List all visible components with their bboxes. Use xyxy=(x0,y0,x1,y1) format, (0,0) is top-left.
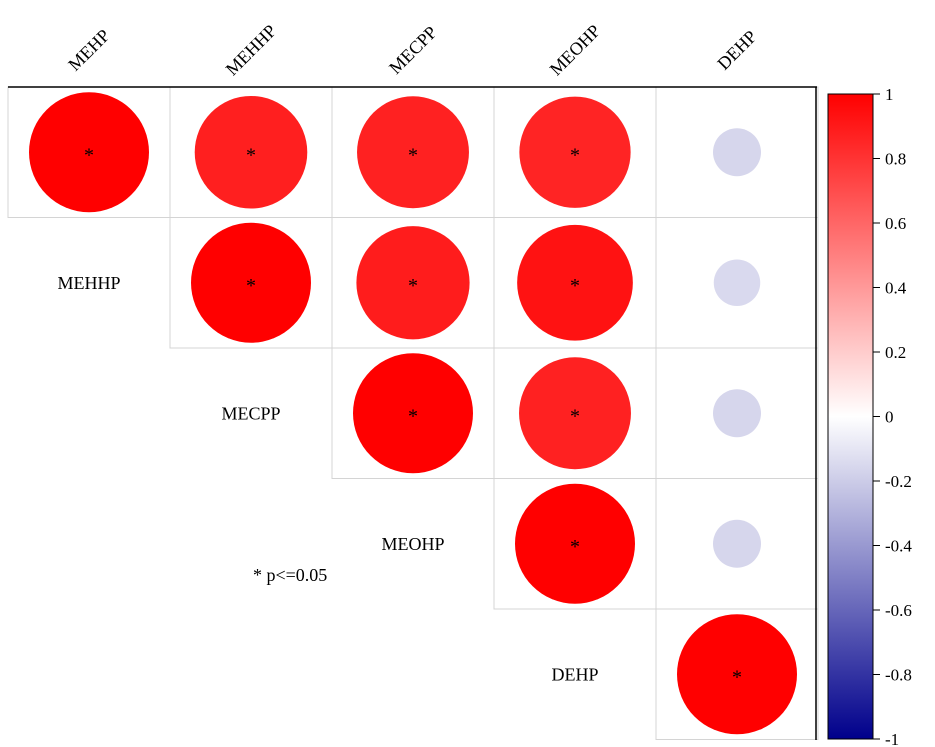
correlation-circle-meohp-dehp xyxy=(713,519,761,568)
colorbar-tick-label: 0.4 xyxy=(885,279,907,298)
colorbar-tick-label: -0.6 xyxy=(885,601,912,620)
colorbar: 1 0.8 0.6 0.4 0.2 0 -0.2 -0.4 -0.6 -0.8 -1 xyxy=(827,85,912,747)
significance-star: * xyxy=(408,405,418,427)
colorbar-tick-label: -0.8 xyxy=(885,666,912,685)
column-header-mehhp: MEHHP xyxy=(222,21,281,80)
correlation-circle-meohp-meohp xyxy=(515,483,635,604)
correlation-circle-mehhp-dehp xyxy=(713,259,761,306)
correlation-circles xyxy=(29,92,797,735)
column-headers: MEHP MEHHP MECPP MEOHP DEHP xyxy=(64,21,760,80)
correlation-circle-mecpp-meohp xyxy=(519,357,631,470)
column-header-meohp: MEOHP xyxy=(546,21,605,80)
significance-star: * xyxy=(570,536,580,558)
colorbar-tick-label: 0.6 xyxy=(885,214,906,233)
correlation-circle-mehp-dehp xyxy=(713,128,761,177)
row-label-mecpp: MECPP xyxy=(221,403,280,423)
row-label-mehhp: MEHHP xyxy=(57,273,120,293)
colorbar-tick-label: -0.2 xyxy=(885,472,912,491)
column-header-mecpp: MECPP xyxy=(385,22,441,78)
colorbar-tick-label: 0 xyxy=(885,408,894,427)
row-label-dehp: DEHP xyxy=(551,664,598,684)
significance-markers: * * * * * * * * * * * xyxy=(84,144,742,688)
significance-star: * xyxy=(570,144,580,166)
significance-star: * xyxy=(570,405,580,427)
significance-star: * xyxy=(246,275,256,297)
row-label-meohp: MEOHP xyxy=(381,534,444,554)
row-labels: MEHHP MECPP MEOHP DEHP xyxy=(57,273,598,685)
significance-star: * xyxy=(408,275,418,297)
correlation-circle-mehp-mehp xyxy=(29,92,149,213)
correlation-circle-mecpp-mecpp xyxy=(353,353,473,474)
correlation-circle-mehp-mecpp xyxy=(357,96,469,209)
correlation-circle-mecpp-dehp xyxy=(713,389,761,438)
column-header-dehp: DEHP xyxy=(713,26,760,73)
colorbar-tick-label: -1 xyxy=(885,730,899,747)
colorbar-tick-label: -0.4 xyxy=(885,537,912,556)
correlation-circle-dehp-dehp xyxy=(677,614,797,735)
significance-star: * xyxy=(732,666,742,688)
colorbar-tick-label: 1 xyxy=(885,85,894,104)
grid-cell xyxy=(655,608,819,740)
correlation-circle-mehhp-meohp xyxy=(517,224,633,341)
significance-note: * p<=0.05 xyxy=(253,565,327,585)
significance-star: * xyxy=(84,144,94,166)
colorbar-tick-label: 0.2 xyxy=(885,343,906,362)
correlation-circle-mehp-mehhp xyxy=(194,95,308,209)
correlation-circle-mehhp-mehhp xyxy=(191,222,311,343)
grid-cells xyxy=(7,86,819,740)
correlation-circle-mehp-meohp xyxy=(519,96,631,208)
significance-star: * xyxy=(246,144,256,166)
colorbar-gradient xyxy=(827,93,874,740)
significance-star: * xyxy=(408,144,418,166)
column-header-mehp: MEHP xyxy=(64,25,114,75)
colorbar-tick-label: 0.8 xyxy=(885,150,906,169)
significance-star: * xyxy=(570,275,580,297)
correlation-circle-mehhp-mecpp xyxy=(356,226,470,340)
